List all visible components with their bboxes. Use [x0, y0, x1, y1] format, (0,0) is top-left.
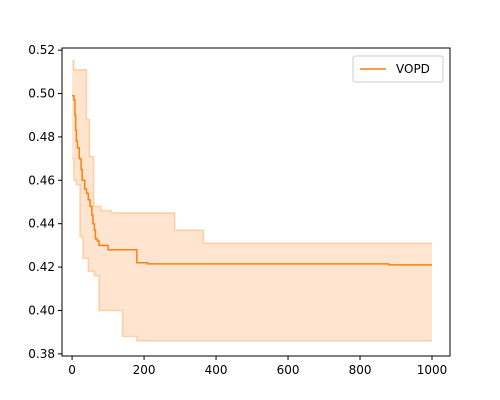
- confidence-band-0: [72, 61, 432, 341]
- x-axis: 0 200 400 600 800 1000: [68, 356, 447, 377]
- y-tick-label: 0.42: [28, 260, 55, 274]
- series-line-0: [72, 94, 432, 266]
- x-tick-label: 0: [68, 363, 76, 377]
- x-tick-label: 1000: [417, 363, 448, 377]
- legend-label-vopd: VOPD: [396, 62, 430, 76]
- legend: VOPD: [352, 55, 444, 83]
- y-tick-label: 0.50: [28, 87, 55, 101]
- x-tick-label: 600: [277, 363, 300, 377]
- y-tick-label: 0.38: [28, 347, 55, 361]
- series-line-layer: [72, 94, 432, 266]
- x-tick-label: 400: [205, 363, 228, 377]
- x-tick-label: 200: [133, 363, 156, 377]
- confidence-band-layer: [72, 60, 432, 342]
- y-axis: 0.38 0.40 0.42 0.44 0.46 0.48 0.50 0.52: [28, 43, 62, 361]
- y-tick-label: 0.40: [28, 303, 55, 317]
- band-lower-edge-0: [72, 157, 432, 342]
- y-tick-label: 0.48: [28, 130, 55, 144]
- legend-box: [352, 55, 444, 83]
- plot-frame: [61, 47, 451, 357]
- y-tick-label: 0.46: [28, 173, 55, 187]
- band-upper-edge-0: [72, 60, 432, 244]
- x-tick-label: 800: [349, 363, 372, 377]
- y-tick-label: 0.52: [28, 43, 55, 57]
- y-tick-label: 0.44: [28, 217, 55, 231]
